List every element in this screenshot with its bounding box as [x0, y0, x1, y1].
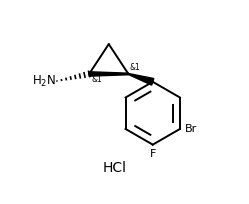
Text: &1: &1 — [92, 75, 103, 84]
Text: &1: &1 — [130, 63, 140, 72]
Text: F: F — [150, 149, 156, 159]
Text: Br: Br — [185, 124, 197, 134]
Polygon shape — [128, 73, 154, 85]
Text: HCl: HCl — [103, 161, 127, 175]
Text: H$_2$N: H$_2$N — [32, 73, 56, 89]
Polygon shape — [89, 72, 128, 76]
